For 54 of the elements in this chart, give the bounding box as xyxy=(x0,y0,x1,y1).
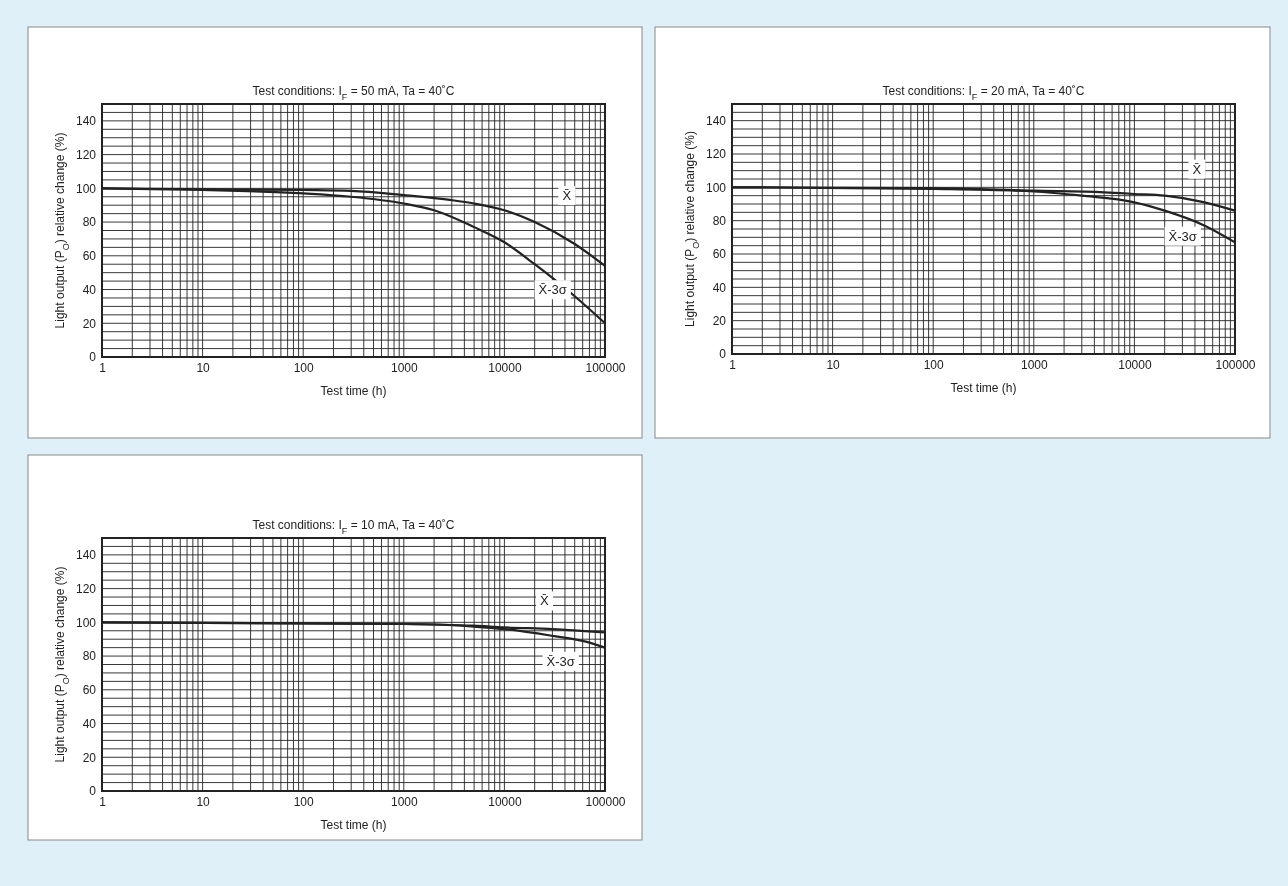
x-tick-label: 1000 xyxy=(390,794,418,809)
x-tick-label: 1 xyxy=(729,357,737,372)
x-tick-label: 1 xyxy=(99,794,107,809)
x-tick-label: 10 xyxy=(196,360,211,375)
y-tick-label: 20 xyxy=(712,314,727,329)
y-tick-label: 20 xyxy=(82,316,97,331)
y-tick-label: 40 xyxy=(82,716,97,731)
chart-title: Test conditions: I$_{F}$ = 20 mA, Ta = 40˚C xyxy=(882,84,1085,102)
y-tick-label: 140 xyxy=(75,114,97,129)
x-tick-label: 10 xyxy=(826,357,841,372)
y-tick-label: 80 xyxy=(712,214,727,229)
x-tick-label: 10000 xyxy=(488,360,522,375)
y-tick-label: 20 xyxy=(82,750,97,765)
x-tick-label: 1 xyxy=(99,360,107,375)
y-tick-label: 0 xyxy=(89,350,97,365)
series-label: X̄-3σ xyxy=(538,282,567,298)
x-axis-title: Test time (h) xyxy=(320,818,387,832)
y-tick-label: 60 xyxy=(712,247,727,262)
y-tick-label: 0 xyxy=(89,784,97,799)
chart-title: Test conditions: I$_{F}$ = 50 mA, Ta = 40˚C xyxy=(252,84,455,102)
x-tick-label: 100 xyxy=(923,357,945,372)
x-tick-label: 10000 xyxy=(1118,357,1152,372)
x-tick-label: 100000 xyxy=(585,360,626,375)
y-tick-label: 60 xyxy=(82,249,97,264)
y-tick-label: 120 xyxy=(75,147,97,162)
x-tick-label: 100 xyxy=(293,794,315,809)
y-tick-label: 100 xyxy=(75,615,97,630)
x-axis-title: Test time (h) xyxy=(320,384,387,398)
x-tick-label: 100000 xyxy=(1215,357,1256,372)
y-tick-label: 40 xyxy=(712,280,727,295)
x-tick-label: 1000 xyxy=(1020,357,1048,372)
x-tick-label: 100000 xyxy=(585,794,626,809)
y-tick-label: 60 xyxy=(82,683,97,698)
y-tick-label: 80 xyxy=(82,215,97,230)
x-tick-label: 1000 xyxy=(390,360,418,375)
chart-title: Test conditions: I$_{F}$ = 10 mA, Ta = 40˚C xyxy=(252,518,455,536)
x-tick-label: 100 xyxy=(293,360,315,375)
y-tick-label: 120 xyxy=(705,147,727,162)
y-tick-label: 80 xyxy=(82,649,97,664)
series-label: X̄-3σ xyxy=(546,653,575,669)
series-label: X̄ xyxy=(540,593,550,609)
text: X̄ xyxy=(562,188,572,204)
x-tick-label: 10 xyxy=(196,794,211,809)
y-tick-label: 100 xyxy=(705,180,727,195)
y-tick-label: 100 xyxy=(75,181,97,196)
series-label: X̄ xyxy=(1192,161,1202,177)
y-tick-label: 40 xyxy=(82,282,97,297)
x-axis-title: Test time (h) xyxy=(950,381,1017,395)
y-tick-label: 140 xyxy=(705,114,727,129)
y-tick-label: 0 xyxy=(719,347,727,362)
x-tick-label: 10000 xyxy=(488,794,522,809)
series-label: X̄-3σ xyxy=(1168,228,1197,244)
y-tick-label: 120 xyxy=(75,581,97,596)
y-tick-label: 140 xyxy=(75,548,97,563)
